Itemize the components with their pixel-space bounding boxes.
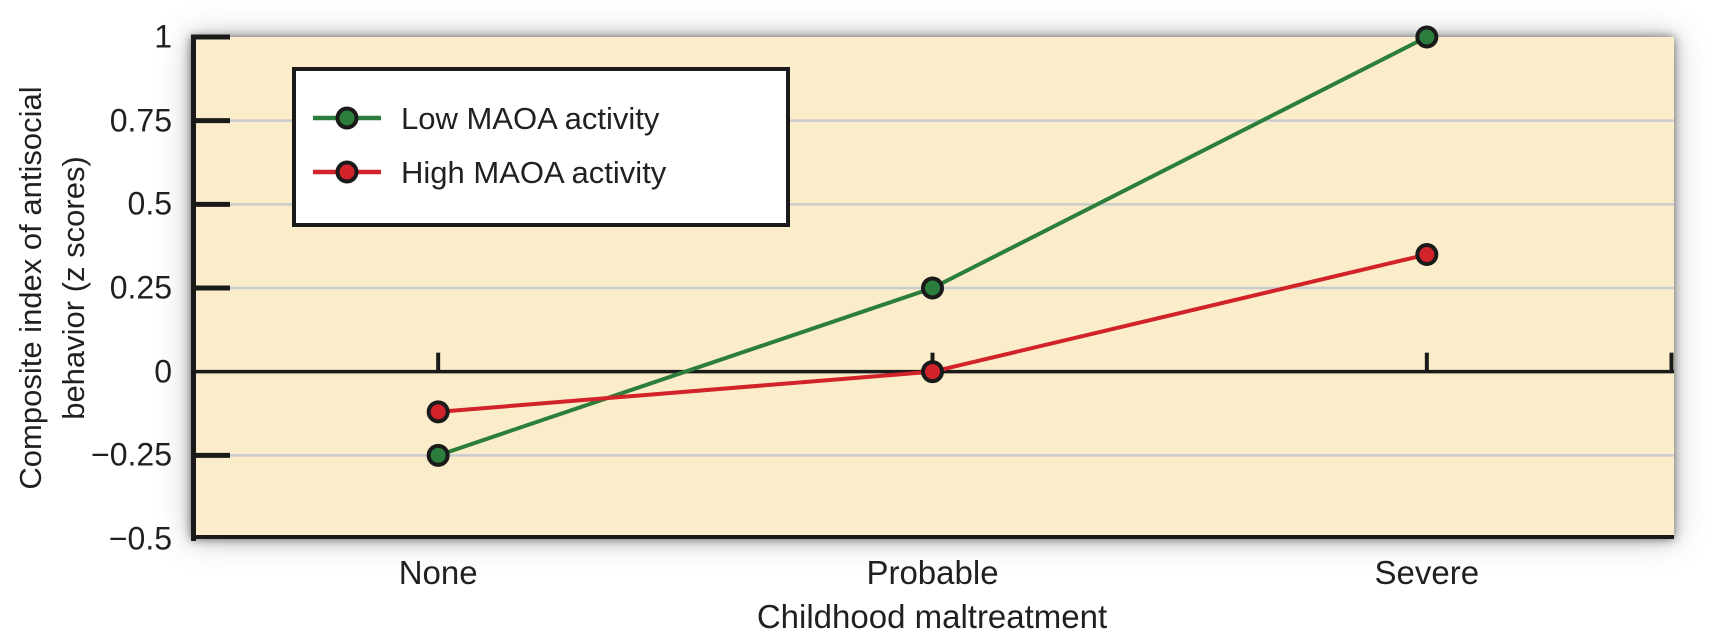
- legend-item-high-maoa: High MAOA activity: [313, 147, 786, 197]
- line-marker-icon: [313, 160, 381, 184]
- data-point-marker: [921, 360, 944, 384]
- data-point-marker: [1415, 25, 1439, 49]
- y-tick-label: 0.5: [127, 185, 172, 222]
- y-tick-label: 0: [154, 353, 172, 390]
- y-tick-label: 0.75: [109, 102, 172, 139]
- y-tick-label: 1: [154, 18, 172, 55]
- x-category-label-probable: Probable: [866, 554, 999, 591]
- legend-label: High MAOA activity: [401, 154, 667, 190]
- y-tick-label: 0.25: [109, 269, 172, 306]
- legend-label: Low MAOA activity: [401, 100, 660, 136]
- x-axis-title: Childhood maltreatment: [756, 598, 1108, 635]
- data-point-marker: [426, 400, 450, 424]
- data-point-marker: [921, 276, 944, 300]
- y-tick-label: −0.5: [108, 520, 172, 557]
- y-tick-label: −0.25: [91, 436, 172, 473]
- line-marker-icon: [313, 106, 381, 130]
- data-point-marker: [1415, 243, 1439, 267]
- data-point-marker: [426, 443, 450, 467]
- legend: Low MAOA activity High MAOA activity: [292, 67, 790, 227]
- legend-item-low-maoa: Low MAOA activity: [313, 93, 786, 143]
- x-category-label-severe: Severe: [1374, 554, 1480, 591]
- x-category-label-none: None: [398, 554, 478, 591]
